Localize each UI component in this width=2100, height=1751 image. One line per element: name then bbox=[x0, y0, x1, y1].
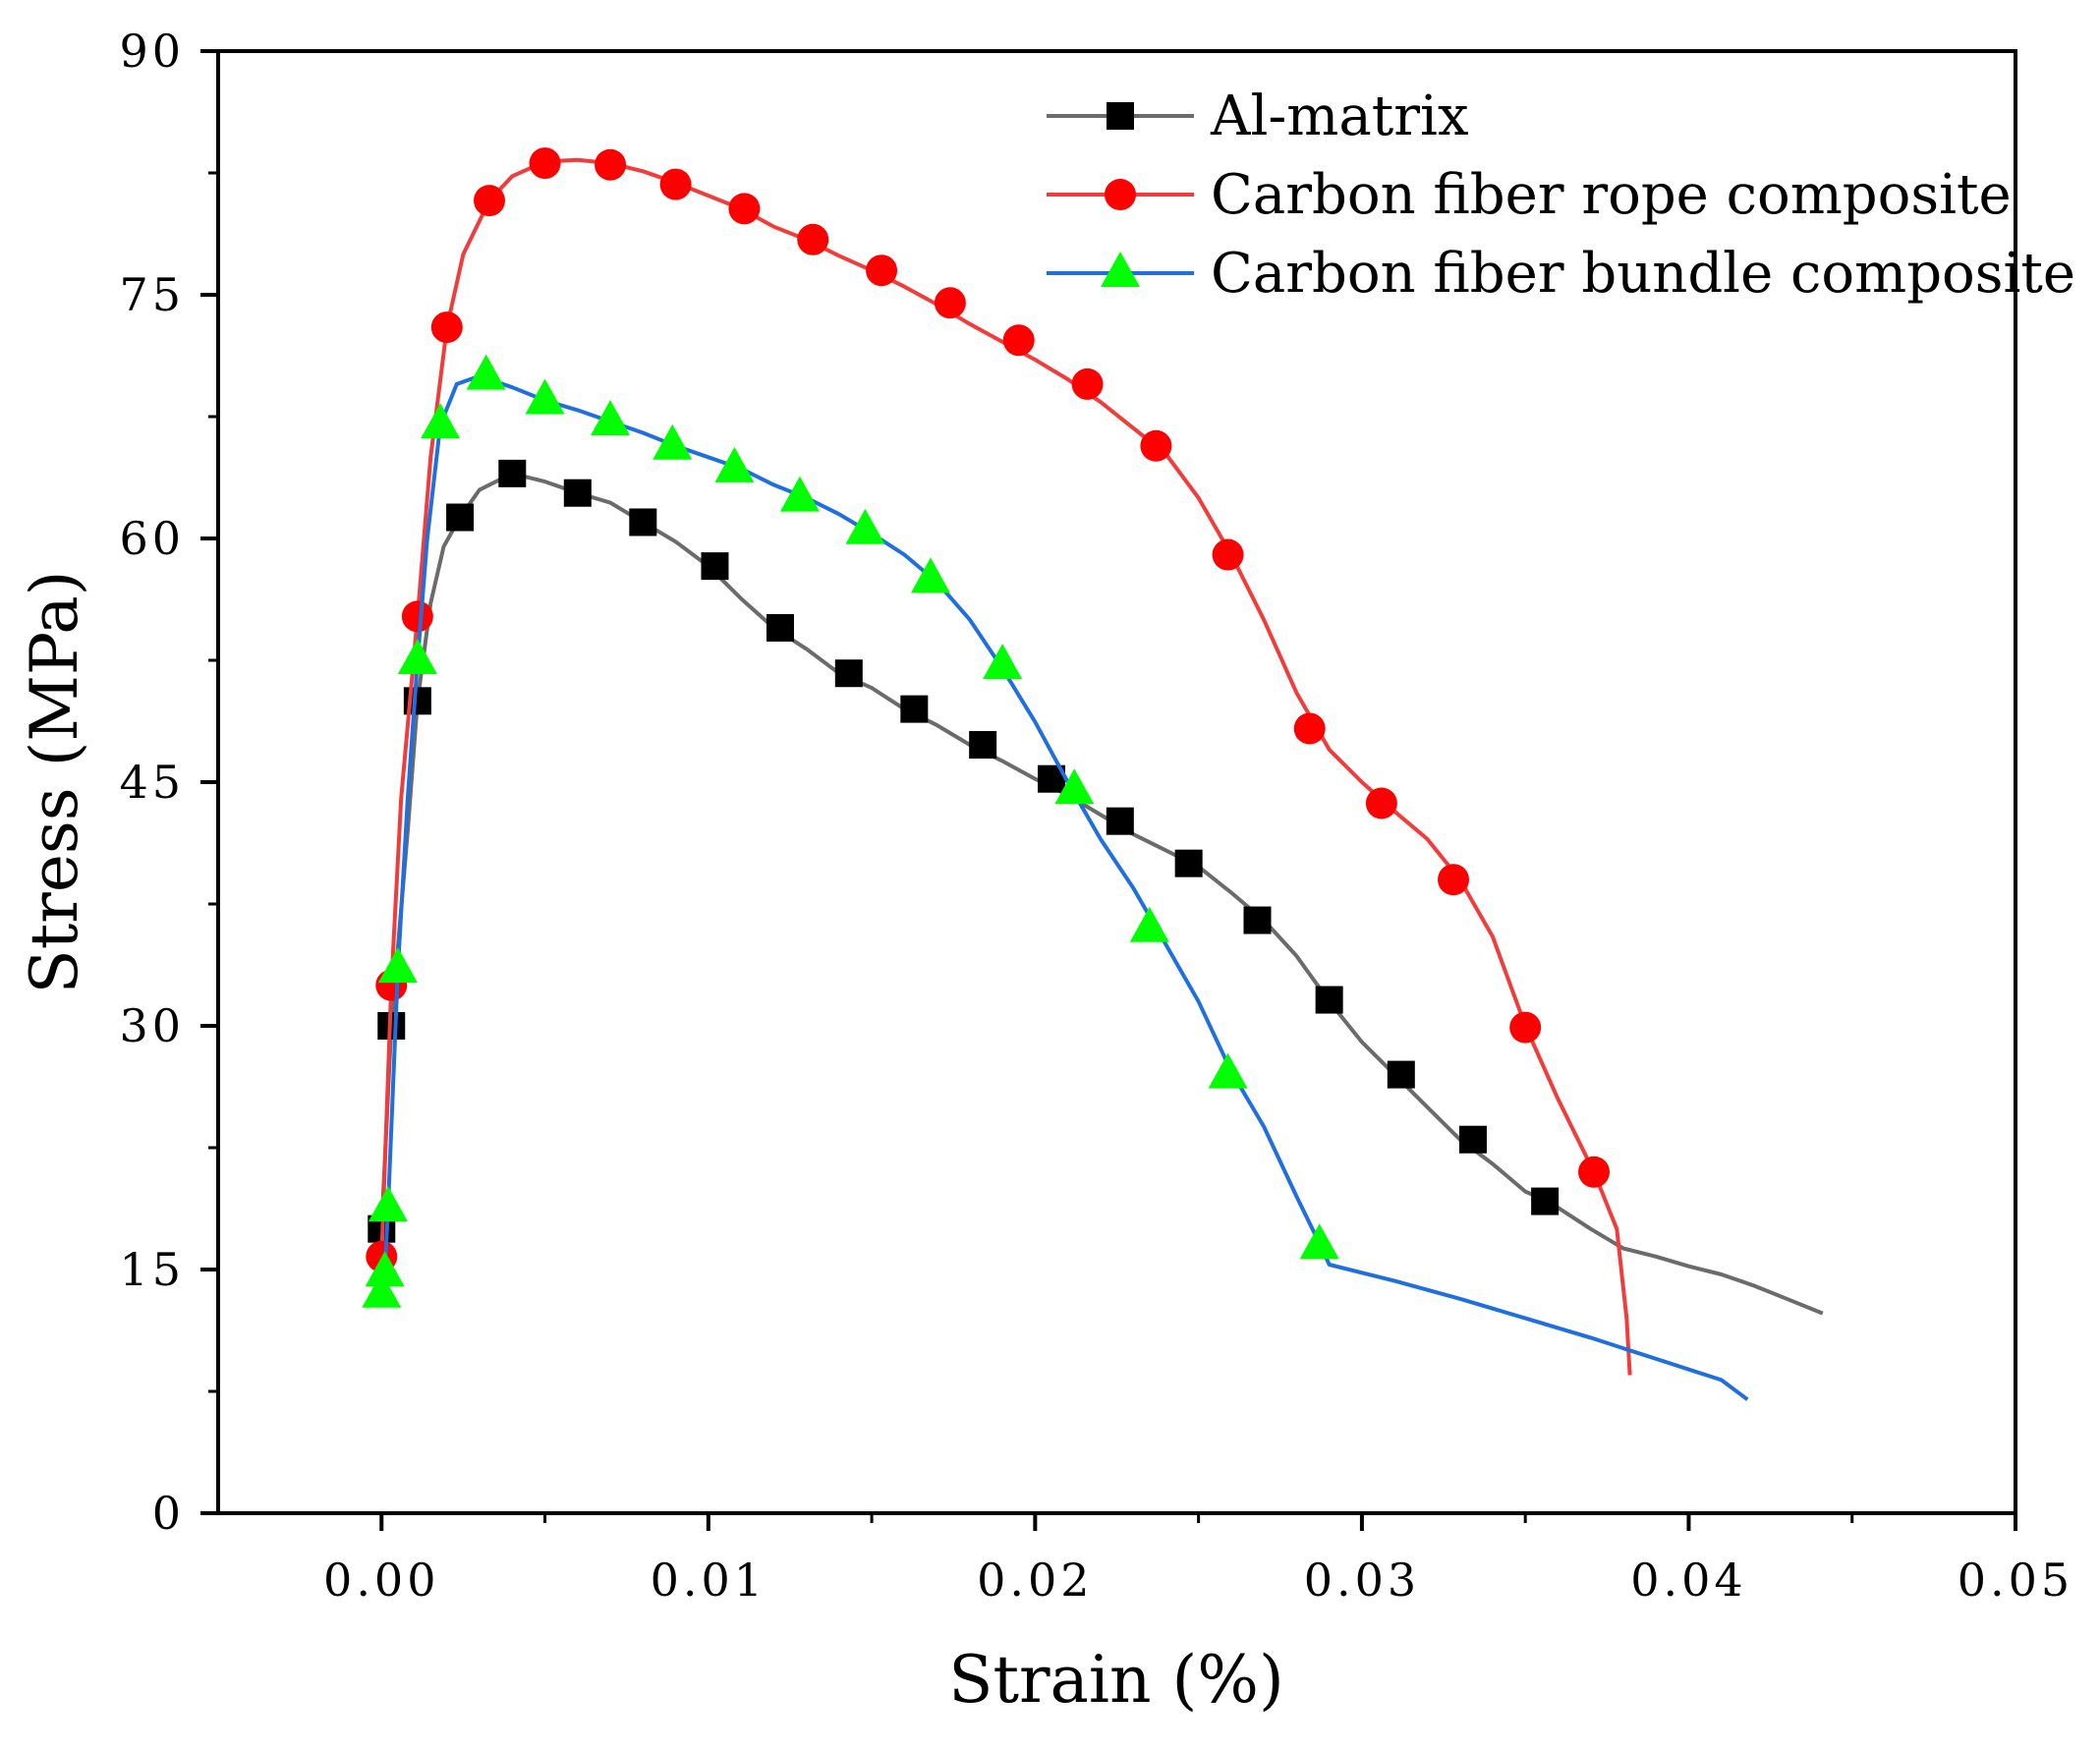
data-point-rope-composite bbox=[934, 287, 966, 319]
data-point-rope-composite bbox=[1509, 1011, 1542, 1044]
data-point-rope-composite bbox=[1212, 538, 1244, 571]
data-point-bundle-composite bbox=[845, 508, 885, 544]
data-point-bundle-composite bbox=[983, 643, 1023, 679]
data-point-al-matrix bbox=[498, 459, 527, 487]
data-point-bundle-composite bbox=[1054, 768, 1095, 805]
data-point-bundle-composite bbox=[714, 446, 755, 482]
series-line-al-matrix bbox=[379, 471, 1824, 1316]
data-point-rope-composite bbox=[1578, 1156, 1611, 1188]
data-point-bundle-composite bbox=[368, 1186, 408, 1222]
data-point-bundle-composite bbox=[365, 1251, 405, 1287]
data-point-rope-composite bbox=[1140, 429, 1172, 462]
data-point-rope-composite bbox=[797, 223, 829, 255]
data-point-al-matrix bbox=[563, 479, 592, 507]
y-tick-label: 0 bbox=[152, 1487, 185, 1540]
data-point-al-matrix bbox=[629, 508, 657, 537]
data-point-bundle-composite bbox=[397, 639, 437, 674]
y-tick-label: 75 bbox=[119, 268, 185, 321]
y-tick-label: 90 bbox=[119, 25, 185, 78]
x-tick-label: 0.00 bbox=[323, 1553, 439, 1607]
data-point-bundle-composite bbox=[1208, 1052, 1248, 1089]
data-point-al-matrix bbox=[1458, 1125, 1487, 1154]
data-point-al-matrix bbox=[1315, 986, 1343, 1014]
x-tick-label: 0.04 bbox=[1630, 1553, 1746, 1607]
axis-ticks bbox=[200, 49, 2017, 1531]
tick-labels: 0.00 0.01 0.02 0.03 0.04 0.05 0 15 30 45 60 75 90 bbox=[119, 25, 2073, 1607]
data-point-rope-composite bbox=[866, 254, 898, 287]
data-point-bundle-composite bbox=[1299, 1223, 1339, 1260]
y-tick-label: 30 bbox=[119, 999, 185, 1052]
x-tick-label: 0.03 bbox=[1304, 1553, 1420, 1607]
data-point-al-matrix bbox=[969, 730, 997, 759]
series-line-bundle-composite bbox=[379, 373, 1749, 1401]
data-point-bundle-composite bbox=[910, 557, 950, 593]
series-rope-composite bbox=[366, 147, 1632, 1376]
x-tick-label: 0.05 bbox=[1958, 1553, 2073, 1607]
data-point-al-matrix bbox=[701, 552, 729, 581]
legend-item-rope-composite: Carbon fiber rope composite bbox=[1047, 163, 2012, 227]
data-point-rope-composite bbox=[430, 311, 463, 344]
data-point-bundle-composite bbox=[362, 1271, 402, 1308]
series-layer bbox=[362, 147, 1824, 1401]
data-point-bundle-composite bbox=[421, 403, 461, 439]
x-tick-label: 0.01 bbox=[651, 1553, 766, 1607]
legend-label-rope-composite: Carbon fiber rope composite bbox=[1211, 163, 2012, 227]
data-point-al-matrix bbox=[766, 613, 794, 642]
y-tick-label: 15 bbox=[119, 1243, 185, 1296]
legend: Al-matrix Carbon fiber rope composite Carb… bbox=[1047, 85, 2075, 306]
data-point-al-matrix bbox=[834, 659, 863, 688]
data-point-al-matrix bbox=[1106, 807, 1134, 835]
data-point-rope-composite bbox=[401, 600, 433, 633]
data-point-al-matrix bbox=[900, 695, 929, 723]
legend-marker-al-matrix bbox=[1107, 102, 1134, 130]
data-point-al-matrix bbox=[1531, 1187, 1560, 1215]
legend-label-bundle-composite: Carbon fiber bundle composite bbox=[1211, 242, 2075, 306]
legend-item-bundle-composite: Carbon fiber bundle composite bbox=[1047, 242, 2075, 306]
data-point-rope-composite bbox=[728, 193, 761, 225]
data-point-bundle-composite bbox=[779, 476, 820, 512]
x-tick-label: 0.02 bbox=[977, 1553, 1093, 1607]
data-point-rope-composite bbox=[1365, 787, 1397, 819]
data-point-rope-composite bbox=[1293, 712, 1326, 745]
legend-marker-rope-composite bbox=[1105, 179, 1136, 210]
data-point-al-matrix bbox=[1243, 906, 1272, 934]
y-tick-label: 60 bbox=[119, 512, 185, 565]
data-point-al-matrix bbox=[1387, 1060, 1415, 1089]
legend-marker-bundle-composite bbox=[1101, 252, 1140, 287]
data-point-rope-composite bbox=[474, 185, 506, 217]
series-al-matrix bbox=[368, 459, 1824, 1316]
data-point-rope-composite bbox=[1438, 864, 1470, 896]
data-point-rope-composite bbox=[659, 168, 692, 200]
legend-label-al-matrix: Al-matrix bbox=[1210, 85, 1469, 148]
data-point-rope-composite bbox=[1002, 324, 1035, 357]
legend-item-al-matrix: Al-matrix bbox=[1047, 85, 1469, 148]
data-point-bundle-composite bbox=[377, 947, 418, 984]
data-point-bundle-composite bbox=[591, 399, 631, 435]
data-point-bundle-composite bbox=[525, 378, 565, 415]
series-bundle-composite bbox=[362, 354, 1749, 1401]
data-point-bundle-composite bbox=[653, 424, 693, 460]
data-point-rope-composite bbox=[1071, 367, 1104, 400]
data-point-rope-composite bbox=[529, 147, 561, 180]
data-point-bundle-composite bbox=[466, 354, 506, 390]
data-point-al-matrix bbox=[1174, 849, 1203, 877]
x-axis-title: Strain (%) bbox=[948, 1642, 1283, 1718]
y-axis-title: Stress (MPa) bbox=[17, 571, 92, 994]
y-tick-label: 45 bbox=[119, 756, 185, 809]
data-point-bundle-composite bbox=[1129, 906, 1169, 942]
data-point-al-matrix bbox=[446, 503, 475, 532]
data-point-rope-composite bbox=[595, 148, 627, 181]
